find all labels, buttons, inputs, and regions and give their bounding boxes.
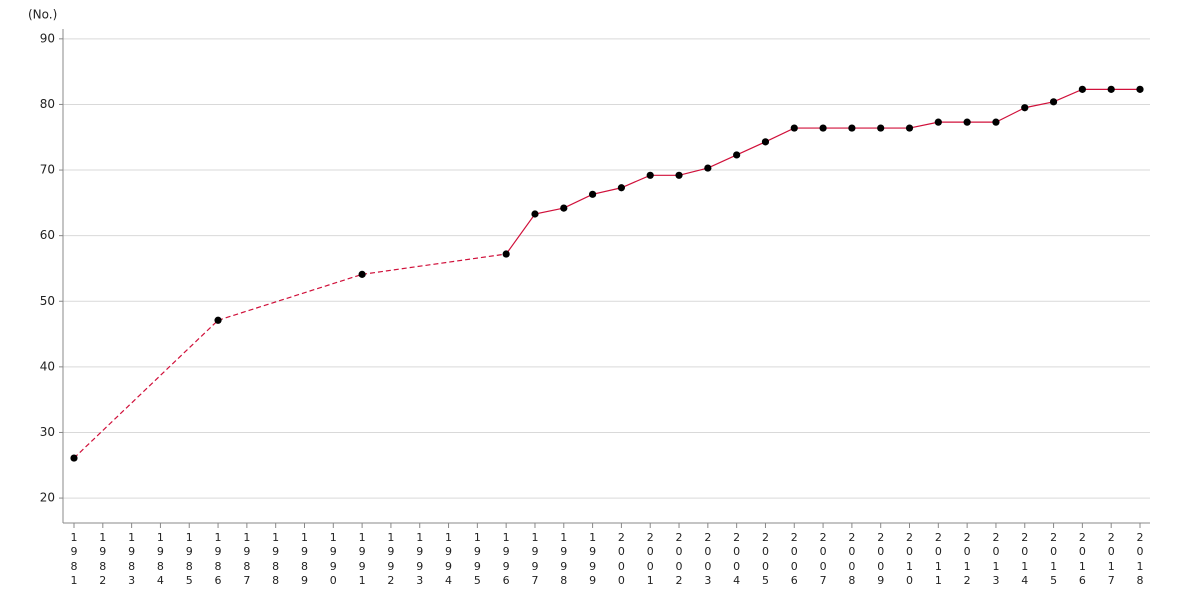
line: [505, 88, 1140, 255]
x-tick-label: 1998: [560, 531, 568, 588]
point: [1049, 98, 1058, 106]
x-tick-label: 2018: [1136, 531, 1144, 588]
x-tick-label: 2010: [906, 531, 913, 588]
y-tick-label: 70: [40, 163, 55, 177]
point: [733, 151, 741, 159]
x-tick-label: 2003: [704, 531, 712, 588]
y-tick-label: 40: [40, 359, 55, 373]
point: [1021, 104, 1029, 112]
point: [934, 118, 942, 126]
x-tick-label: 1999: [589, 531, 597, 588]
y-tick-label: 30: [40, 425, 55, 439]
point: [560, 204, 568, 212]
x-tick-label: 1993: [416, 531, 424, 588]
x-tick-label: 1985: [185, 531, 193, 588]
x-tick-label: 2007: [819, 531, 827, 588]
x-tick-label: 2004: [733, 531, 741, 588]
x-tick-label: 1986: [214, 531, 222, 588]
point: [675, 171, 683, 179]
point: [1078, 85, 1086, 93]
x-tick-label: 2000: [617, 531, 625, 588]
point: [358, 270, 366, 278]
point: [1136, 85, 1144, 93]
x-tick-label: 1987: [243, 531, 251, 588]
point: [531, 210, 539, 218]
y-tick-label: 60: [40, 228, 55, 242]
x-tick-label: 2011: [934, 531, 942, 588]
y-tick-label: 20: [40, 491, 55, 505]
gap-connector: [73, 319, 219, 459]
point: [819, 124, 827, 132]
point: [214, 316, 222, 324]
x-tick-label: 1990: [329, 531, 337, 588]
y-tick-label: 90: [40, 31, 55, 45]
point: [70, 454, 78, 462]
x-tick-label: 2006: [790, 531, 798, 588]
x-tick-label: 1994: [445, 531, 453, 588]
x-tick-label: 1984: [156, 531, 164, 588]
x-tick-label: 2014: [1021, 531, 1029, 588]
x-tick-label: 2013: [992, 531, 1000, 588]
x-tick-label: 1997: [531, 531, 539, 588]
point: [877, 124, 885, 132]
x-tick-label: 1989: [300, 531, 308, 588]
x-tick-label: 2015: [1050, 531, 1058, 588]
x-tick-label: 1992: [387, 531, 395, 588]
point: [502, 250, 510, 258]
x-tick-label: 2002: [675, 531, 683, 588]
point: [646, 171, 654, 179]
gap-connector: [217, 273, 363, 321]
gap-connector: [362, 253, 507, 275]
point: [761, 138, 770, 146]
x-tick-label: 1981: [70, 531, 78, 588]
x-tick-label: 1991: [358, 531, 366, 588]
point: [1107, 85, 1115, 93]
y-tick-label: 80: [40, 97, 55, 111]
point: [617, 184, 626, 192]
y-tick-label: 50: [40, 294, 55, 308]
point: [992, 118, 1000, 126]
x-tick-label: 1988: [272, 531, 280, 588]
x-tick-label: 2001: [646, 531, 654, 588]
x-tick-label: 1996: [502, 531, 510, 588]
x-tick-label: 2008: [848, 531, 856, 588]
point: [790, 124, 798, 132]
x-tick-label: 2017: [1107, 531, 1115, 588]
x-tick-label: 2005: [761, 531, 769, 588]
x-tick-label: 1983: [128, 531, 136, 588]
x-tick-label: 1995: [473, 531, 481, 588]
y-axis-label: (No.): [28, 8, 57, 22]
point: [848, 124, 856, 132]
x-tick-label: 2016: [1078, 531, 1086, 588]
point: [905, 124, 914, 132]
point: [704, 164, 712, 172]
x-tick-label: 2012: [963, 531, 971, 588]
x-tick-label: 2009: [877, 531, 885, 588]
x-tick-label: 1982: [99, 531, 107, 588]
point: [963, 118, 971, 126]
point: [588, 190, 597, 198]
